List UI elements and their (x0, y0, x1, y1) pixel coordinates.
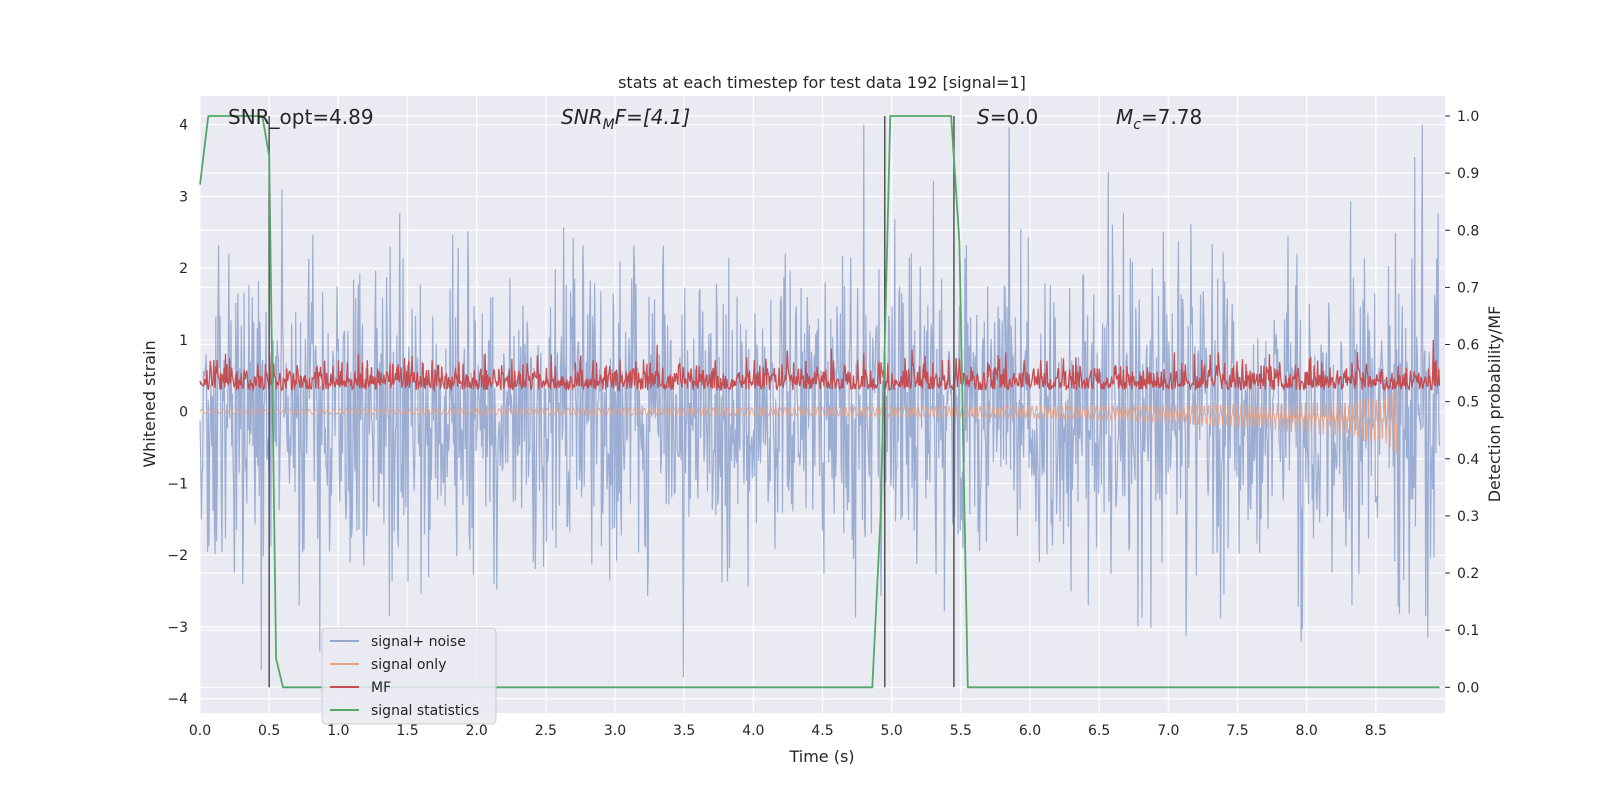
y-right-tick-label: 0.5 (1457, 395, 1479, 411)
signal-only-line (199, 390, 1398, 455)
annotation-snr-mf: SNRMF=[4.1] (561, 105, 690, 133)
legend: signal+ noise signal only MF signal stat… (321, 627, 497, 725)
x-tick-label: 3.0 (604, 723, 626, 739)
legend-label-signal-noise: signal+ noise (371, 634, 466, 650)
signal-statistics-line (199, 115, 1440, 689)
y-axis-label-left: Whitened strain (140, 340, 159, 467)
mf-line (199, 339, 1441, 393)
y-right-tick-label: 1.0 (1457, 109, 1479, 125)
annotation-s: S=0.0 (977, 105, 1038, 129)
annotation-mc: Mc=7.78 (1116, 105, 1202, 133)
y-right-tick-label: 0.0 (1457, 680, 1479, 696)
signal-statistics-series (199, 115, 1440, 689)
y-right-tick-label: 0.1 (1457, 623, 1479, 639)
y-right-tick-label: 0.6 (1457, 338, 1479, 354)
x-tick-label: 6.5 (1088, 723, 1110, 739)
chart-title: stats at each timestep for test data 192… (618, 73, 1026, 92)
y-left-tick-label: 1 (179, 333, 188, 349)
grid (199, 96, 1445, 713)
y-left-tick-label: 4 (179, 118, 188, 134)
x-tick-label: 8.5 (1365, 723, 1387, 739)
x-tick-label: 2.0 (466, 723, 488, 739)
x-tick-label: 7.5 (1226, 723, 1248, 739)
signal-only-series (199, 390, 1398, 455)
x-tick-label: 0.5 (258, 723, 280, 739)
legend-label-signal-statistics: signal statistics (371, 703, 479, 719)
y-right-tick-label: 0.7 (1457, 280, 1479, 296)
y-right-tick-label: 0.9 (1457, 166, 1479, 182)
y-right-tick-label: 0.4 (1457, 452, 1479, 468)
y-left-tick-label: 2 (179, 261, 188, 277)
y-right-tick-label: 0.8 (1457, 223, 1479, 239)
x-tick-label: 3.5 (673, 723, 695, 739)
y-left-tick-label: −4 (167, 692, 188, 708)
x-tick-label: 7.0 (1157, 723, 1179, 739)
y-right-tick-labels: 1.0 0.9 0.8 0.7 0.6 0.5 0.4 0.3 0.2 0.1 0.0 (1445, 109, 1479, 696)
mf-series (199, 339, 1441, 393)
x-axis-label: Time (s) (788, 747, 854, 766)
legend-box (321, 627, 497, 725)
signal-noise-series (199, 124, 1441, 678)
annotation-snr-opt: SNR_opt=4.89 (228, 105, 374, 129)
y-right-tick-label: 0.3 (1457, 509, 1479, 525)
y-left-tick-label: 3 (179, 189, 188, 205)
signal-noise-line (199, 124, 1441, 678)
x-tick-label: 2.5 (535, 723, 557, 739)
y-axis-label-right: Detection probability/MF (1485, 306, 1504, 503)
x-tick-label: 5.0 (881, 723, 903, 739)
x-tick-label: 4.0 (742, 723, 764, 739)
x-tick-label: 0.0 (189, 723, 211, 739)
y-right-tick-label: 0.2 (1457, 566, 1479, 582)
legend-label-mf: MF (371, 680, 391, 696)
y-left-tick-label: −3 (167, 620, 188, 636)
y-left-tick-labels: 4 3 2 1 0 −1 −2 −3 −4 (167, 118, 188, 708)
x-tick-label: 5.5 (950, 723, 972, 739)
y-left-tick-label: −1 (167, 476, 188, 492)
x-tick-label: 4.5 (811, 723, 833, 739)
y-left-tick-label: 0 (179, 405, 188, 421)
x-tick-label: 6.0 (1019, 723, 1041, 739)
x-tick-label: 1.5 (396, 723, 418, 739)
x-tick-labels: 0.0 0.5 1.0 1.5 2.0 2.5 3.0 3.5 4.0 4.5 5.0 5.5 6.0 6… (189, 723, 1387, 739)
legend-label-signal-only: signal only (371, 657, 446, 673)
x-tick-label: 1.0 (327, 723, 349, 739)
x-tick-label: 8.0 (1296, 723, 1318, 739)
y-left-tick-label: −2 (167, 548, 188, 564)
